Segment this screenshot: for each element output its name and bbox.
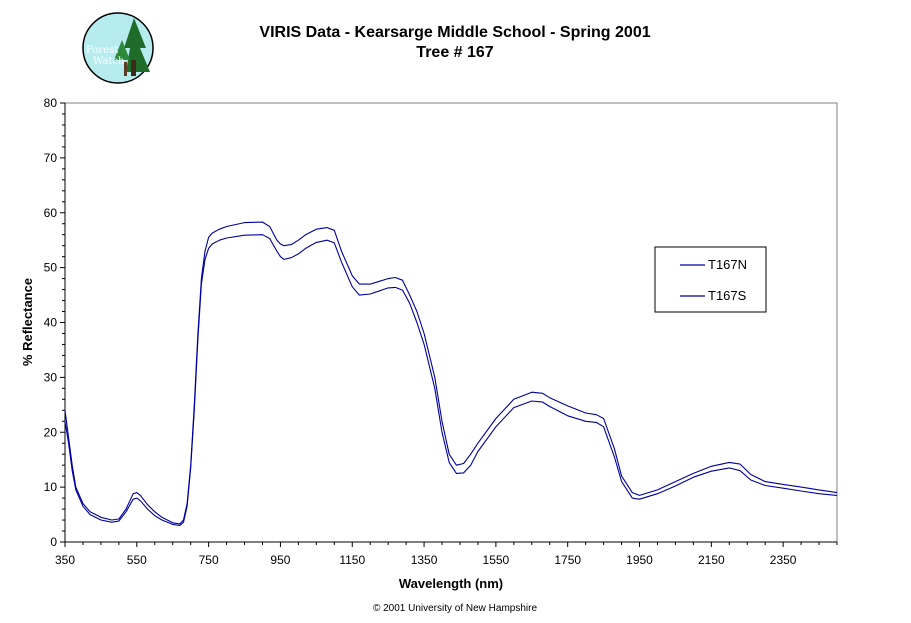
x-tick-label: 1150 (339, 553, 365, 567)
chart-subtitle: Tree # 167 (416, 44, 494, 61)
legend-label-t167s: T167S (708, 288, 747, 303)
x-tick-label: 2350 (770, 553, 797, 567)
series-lines (64, 221, 838, 527)
x-tick-label: 1750 (554, 553, 581, 567)
forest-watch-logo: Forest Watch (82, 12, 154, 84)
y-tick-label: 0 (50, 535, 57, 549)
x-tick-label: 350 (55, 553, 75, 567)
x-axis-title: Wavelength (nm) (399, 576, 503, 591)
y-tick-label: 80 (44, 96, 58, 110)
x-tick-label: 1950 (626, 553, 653, 567)
y-tick-label: 50 (44, 261, 58, 275)
y-tick-label: 30 (44, 370, 58, 384)
y-tick-label: 40 (44, 316, 58, 330)
x-tick-label: 2150 (698, 553, 725, 567)
y-tick-label: 10 (44, 480, 58, 494)
plot-area (64, 102, 838, 543)
chart-title: VIRIS Data - Kearsarge Middle School - S… (259, 24, 650, 41)
x-tick-label: 1350 (411, 553, 438, 567)
x-axis-ticks: 350 550 750 950 1150 1350 1550 1750 1950 2150 2350 (55, 542, 838, 567)
y-tick-label: 60 (44, 206, 58, 220)
series-line-t167n (64, 221, 838, 525)
y-tick-label: 20 (44, 425, 58, 439)
logo-text-line1: Forest (86, 45, 118, 56)
y-tick-label: 70 (44, 151, 58, 165)
x-tick-label: 750 (199, 553, 219, 567)
tree-logo-icon (114, 18, 150, 76)
series-line-t167s (64, 234, 838, 527)
legend: T167N T167S (654, 246, 767, 313)
logo-text-line2: Watch (93, 56, 125, 67)
y-axis-title: % Reflectance (20, 278, 35, 366)
legend-label-t167n: T167N (708, 257, 747, 272)
y-axis-ticks: 0 10 20 30 40 50 60 70 80 (44, 96, 65, 549)
copyright-credit: © 2001 University of New Hampshire (373, 603, 538, 614)
x-tick-label: 550 (127, 553, 147, 567)
x-tick-label: 950 (270, 553, 290, 567)
x-tick-label: 1550 (483, 553, 510, 567)
